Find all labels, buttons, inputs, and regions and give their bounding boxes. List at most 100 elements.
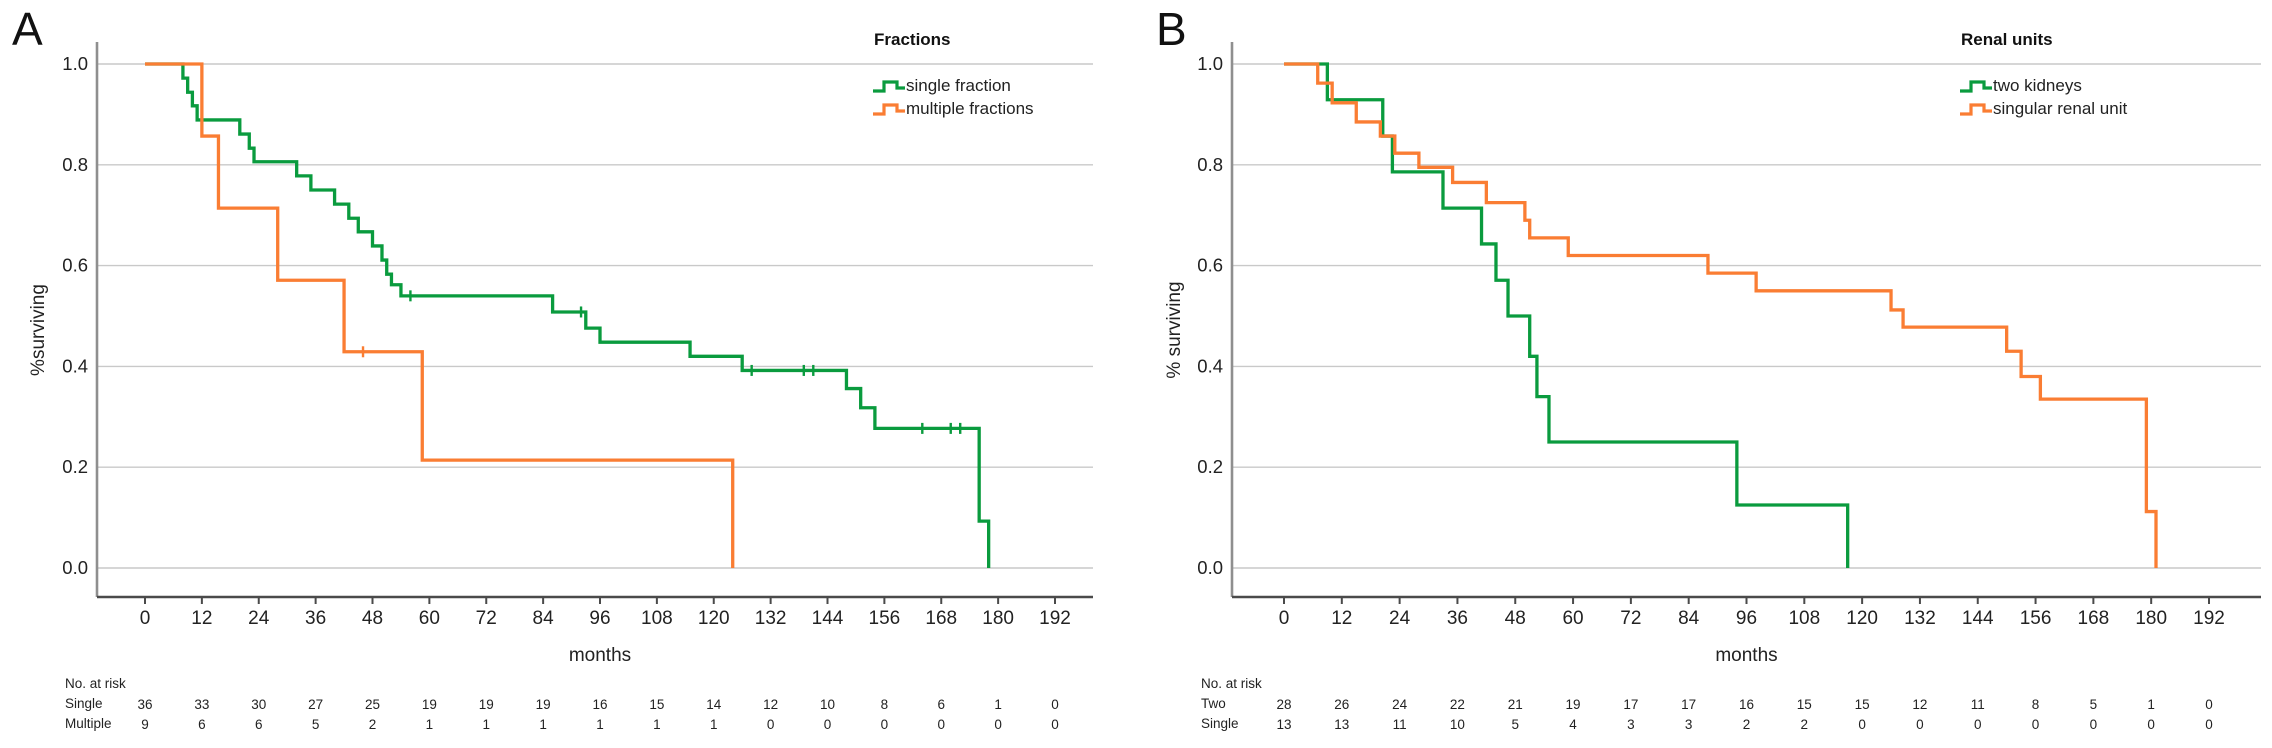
- risk-table-heading: No. at risk: [1201, 676, 1262, 691]
- panel-a-letter: A: [12, 3, 43, 55]
- svg-text:0: 0: [2147, 717, 2155, 732]
- svg-text:84: 84: [1678, 608, 1700, 629]
- svg-text:22: 22: [1450, 697, 1465, 712]
- svg-text:2: 2: [1743, 717, 1751, 732]
- svg-text:0: 0: [1051, 697, 1059, 712]
- legend-title: Renal units: [1961, 30, 2053, 49]
- svg-text:24: 24: [248, 608, 270, 629]
- svg-text:36: 36: [305, 608, 326, 629]
- panel-b-x-axis-label: months: [1715, 645, 1778, 666]
- svg-text:0: 0: [881, 717, 889, 732]
- svg-text:72: 72: [1620, 608, 1641, 629]
- svg-text:5: 5: [312, 717, 320, 732]
- legend-item: singular renal unit: [1959, 97, 2219, 120]
- panel-b-legend: Renal units two kidneys singular renal u…: [1959, 30, 2219, 120]
- svg-text:10: 10: [1450, 717, 1465, 732]
- svg-text:132: 132: [1904, 608, 1936, 629]
- svg-text:1: 1: [710, 717, 718, 732]
- svg-text:1: 1: [596, 717, 604, 732]
- svg-text:15: 15: [1855, 697, 1870, 712]
- svg-text:21: 21: [1508, 697, 1523, 712]
- svg-text:15: 15: [649, 697, 664, 712]
- svg-text:17: 17: [1681, 697, 1696, 712]
- svg-text:144: 144: [812, 608, 844, 629]
- svg-text:3: 3: [1685, 717, 1693, 732]
- legend-item-label: singular renal unit: [1993, 98, 2128, 118]
- svg-text:84: 84: [533, 608, 555, 629]
- svg-text:26: 26: [1334, 697, 1349, 712]
- svg-text:17: 17: [1623, 697, 1638, 712]
- svg-text:19: 19: [536, 697, 551, 712]
- svg-text:0.8: 0.8: [62, 154, 88, 175]
- svg-text:1.0: 1.0: [1197, 53, 1223, 74]
- svg-text:108: 108: [641, 608, 673, 629]
- risk-row-label: Multiple: [65, 716, 112, 731]
- svg-text:180: 180: [982, 608, 1014, 629]
- panel-b-letter: B: [1156, 3, 1187, 55]
- risk-row-label: Single: [65, 696, 103, 711]
- svg-text:72: 72: [476, 608, 497, 629]
- svg-text:5: 5: [2090, 697, 2098, 712]
- svg-text:1: 1: [482, 717, 490, 732]
- svg-text:144: 144: [1962, 608, 1994, 629]
- svg-text:180: 180: [2135, 608, 2167, 629]
- svg-text:6: 6: [937, 697, 945, 712]
- svg-text:19: 19: [1566, 697, 1581, 712]
- legend-item: multiple fractions: [872, 97, 1132, 120]
- panel-b-plot-canvas: 0 12 24 36 48 60 72 84 96 108 120 132 144 156 168 180 19…: [1197, 42, 2261, 732]
- step-line-icon: [1960, 102, 1992, 116]
- svg-text:1: 1: [539, 717, 547, 732]
- svg-text:60: 60: [419, 608, 440, 629]
- legend-item: two kidneys: [1959, 74, 2219, 97]
- svg-text:192: 192: [2193, 608, 2225, 629]
- svg-text:0.0: 0.0: [1197, 557, 1223, 578]
- svg-text:13: 13: [1276, 717, 1291, 732]
- svg-text:108: 108: [1788, 608, 1820, 629]
- legend-item-label: single fraction: [906, 75, 1011, 95]
- svg-text:0: 0: [1051, 717, 1059, 732]
- svg-text:0: 0: [2090, 717, 2098, 732]
- svg-text:9: 9: [141, 717, 149, 732]
- svg-text:6: 6: [198, 717, 206, 732]
- svg-text:132: 132: [755, 608, 787, 629]
- svg-text:13: 13: [1334, 717, 1349, 732]
- legend-item: single fraction: [872, 74, 1132, 97]
- svg-text:1: 1: [653, 717, 661, 732]
- svg-text:0.2: 0.2: [62, 456, 88, 477]
- svg-text:8: 8: [2032, 697, 2040, 712]
- svg-text:30: 30: [251, 697, 266, 712]
- svg-text:1.0: 1.0: [62, 53, 88, 74]
- risk-table-heading: No. at risk: [65, 676, 126, 691]
- svg-text:48: 48: [362, 608, 383, 629]
- panel-a-plot-canvas: 0 12 24 36 48 60 72 84 96 108 120 132 144 156 168 180 19…: [62, 42, 1093, 732]
- svg-text:10: 10: [820, 697, 835, 712]
- svg-text:8: 8: [881, 697, 889, 712]
- svg-text:192: 192: [1039, 608, 1071, 629]
- svg-text:0: 0: [1858, 717, 1866, 732]
- svg-text:0: 0: [1279, 608, 1290, 629]
- svg-text:33: 33: [194, 697, 209, 712]
- svg-text:0: 0: [2032, 717, 2040, 732]
- legend-item-label: multiple fractions: [906, 98, 1034, 118]
- svg-text:11: 11: [1971, 697, 1985, 712]
- svg-text:19: 19: [422, 697, 437, 712]
- legend-item-label: two kidneys: [1993, 75, 2082, 95]
- svg-text:96: 96: [1736, 608, 1757, 629]
- svg-text:2: 2: [1801, 717, 1809, 732]
- svg-text:0.4: 0.4: [1197, 355, 1223, 376]
- svg-text:36: 36: [1447, 608, 1468, 629]
- legend-title: Fractions: [874, 30, 951, 49]
- svg-text:0: 0: [2205, 697, 2213, 712]
- svg-text:0.4: 0.4: [62, 355, 88, 376]
- svg-text:5: 5: [1511, 717, 1519, 732]
- svg-text:1: 1: [426, 717, 434, 732]
- svg-text:0.6: 0.6: [62, 255, 88, 276]
- svg-text:0: 0: [1916, 717, 1924, 732]
- svg-text:15: 15: [1797, 697, 1812, 712]
- svg-text:0: 0: [937, 717, 945, 732]
- svg-text:25: 25: [365, 697, 380, 712]
- svg-text:168: 168: [925, 608, 957, 629]
- svg-text:24: 24: [1392, 697, 1408, 712]
- svg-text:1: 1: [2147, 697, 2155, 712]
